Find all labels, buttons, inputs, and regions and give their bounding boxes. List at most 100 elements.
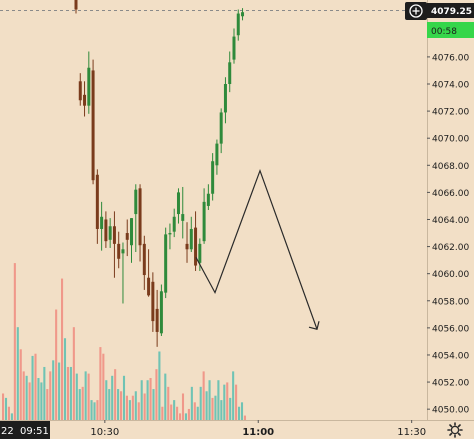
candle-body bbox=[91, 70, 95, 181]
price-tick-label: 4054.00 bbox=[432, 351, 469, 361]
candle-body bbox=[176, 192, 180, 215]
volume-bar bbox=[208, 380, 211, 420]
volume-bar bbox=[220, 400, 223, 420]
volume-bar bbox=[4, 397, 8, 420]
volume-bar bbox=[217, 380, 220, 420]
volume-bar bbox=[2, 393, 5, 420]
price-tick-label: 4064.00 bbox=[432, 216, 469, 226]
volume-bar bbox=[205, 391, 208, 420]
candle-body bbox=[181, 214, 185, 221]
volume-bar bbox=[214, 395, 217, 420]
time-axis[interactable]: 10:30 11:00 11:30 bbox=[90, 420, 426, 438]
current-price-tag: 4079.25 00:58 bbox=[427, 3, 474, 38]
current-price-badge bbox=[427, 3, 474, 18]
volume-bar bbox=[105, 380, 108, 420]
plus-circle-icon[interactable] bbox=[405, 2, 427, 20]
candle-body bbox=[147, 277, 151, 296]
volume-bar bbox=[190, 386, 193, 420]
volume-bar bbox=[202, 371, 205, 420]
candle-body bbox=[138, 188, 142, 246]
candle-body bbox=[241, 12, 245, 17]
candle-body bbox=[219, 112, 223, 144]
volume-bar bbox=[72, 327, 75, 420]
volume-bar bbox=[81, 386, 84, 420]
volume-bar bbox=[149, 378, 152, 420]
time-tick-label: 11:30 bbox=[397, 427, 426, 438]
price-tick-label: 4052.00 bbox=[432, 379, 469, 389]
volume-bar bbox=[161, 406, 164, 420]
candle-body bbox=[223, 84, 227, 113]
volume-bar bbox=[96, 400, 99, 420]
volume-bar bbox=[120, 391, 123, 420]
volume-bar bbox=[16, 327, 19, 420]
candle-body bbox=[151, 281, 155, 322]
countdown-label: 00:58 bbox=[431, 27, 457, 37]
volume-bar bbox=[131, 395, 134, 420]
volume-bar bbox=[128, 400, 131, 420]
candle-body bbox=[95, 174, 99, 229]
candle-body bbox=[78, 81, 82, 101]
gear-teeth bbox=[447, 422, 463, 438]
volume-bar bbox=[84, 371, 87, 420]
volume-bar bbox=[240, 402, 244, 420]
candle-body bbox=[125, 233, 129, 240]
crosshair-time-badge: 22 09:51 bbox=[0, 421, 50, 439]
volume-bar bbox=[43, 366, 46, 420]
projection-arrowhead bbox=[308, 321, 320, 330]
volume-bar bbox=[34, 353, 37, 420]
candle-body bbox=[215, 143, 219, 166]
volume-bar bbox=[13, 263, 16, 420]
candle-body bbox=[121, 249, 125, 254]
gear-icon[interactable] bbox=[447, 422, 463, 438]
volume-bar bbox=[19, 349, 22, 420]
price-tick-label: 4056.00 bbox=[432, 324, 469, 334]
candle-body bbox=[159, 291, 163, 334]
volume-bar bbox=[176, 406, 179, 420]
price-tick-label: 4050.00 bbox=[432, 406, 469, 416]
candle-body bbox=[87, 67, 91, 106]
volume-bar bbox=[158, 351, 161, 420]
volume-bar bbox=[90, 400, 93, 420]
volume-bar bbox=[37, 378, 40, 420]
price-tick-label: 4062.00 bbox=[432, 243, 469, 253]
volume-bar bbox=[229, 397, 232, 420]
candle-body bbox=[104, 219, 108, 242]
candle-body bbox=[155, 308, 159, 332]
volume-bar bbox=[143, 393, 146, 420]
volume-bar bbox=[69, 366, 72, 420]
volume-bar bbox=[99, 347, 102, 420]
volume-bar bbox=[125, 395, 128, 420]
projection-line[interactable] bbox=[195, 168, 318, 330]
candle-body bbox=[194, 227, 198, 266]
volume-bar bbox=[134, 391, 137, 420]
volume-bar bbox=[152, 389, 155, 420]
volume-bar bbox=[25, 375, 28, 420]
volume-bar bbox=[223, 384, 226, 420]
countdown-badge bbox=[427, 22, 474, 38]
volume-bar bbox=[61, 278, 64, 420]
candle-body bbox=[185, 243, 189, 250]
volume-bar bbox=[122, 375, 126, 420]
price-tick-label: 4060.00 bbox=[432, 270, 469, 280]
plus-circle-outline bbox=[409, 4, 423, 18]
volume-bar bbox=[167, 386, 170, 420]
volume-bar bbox=[155, 369, 158, 420]
price-tick-label: 4058.00 bbox=[432, 297, 469, 307]
volume-bar bbox=[66, 366, 69, 420]
volume-bar bbox=[31, 355, 34, 420]
volume-bar bbox=[170, 404, 173, 420]
volume-bar bbox=[238, 406, 241, 420]
price-tick-label: 4074.00 bbox=[432, 81, 469, 91]
volume-bar bbox=[7, 406, 10, 420]
volume-bar bbox=[93, 402, 96, 420]
volume-bar bbox=[179, 413, 182, 420]
candle-body bbox=[83, 94, 87, 106]
candles bbox=[74, 0, 245, 347]
crosshair-time-label: 09:51 bbox=[20, 426, 49, 437]
volume-bar bbox=[58, 362, 61, 420]
price-axis[interactable]: 4050.00 4052.00 4054.00 4056.00 4058.00 4060.… bbox=[427, 53, 469, 416]
current-price-label: 4079.25 bbox=[431, 7, 472, 17]
candle-body bbox=[164, 234, 168, 293]
